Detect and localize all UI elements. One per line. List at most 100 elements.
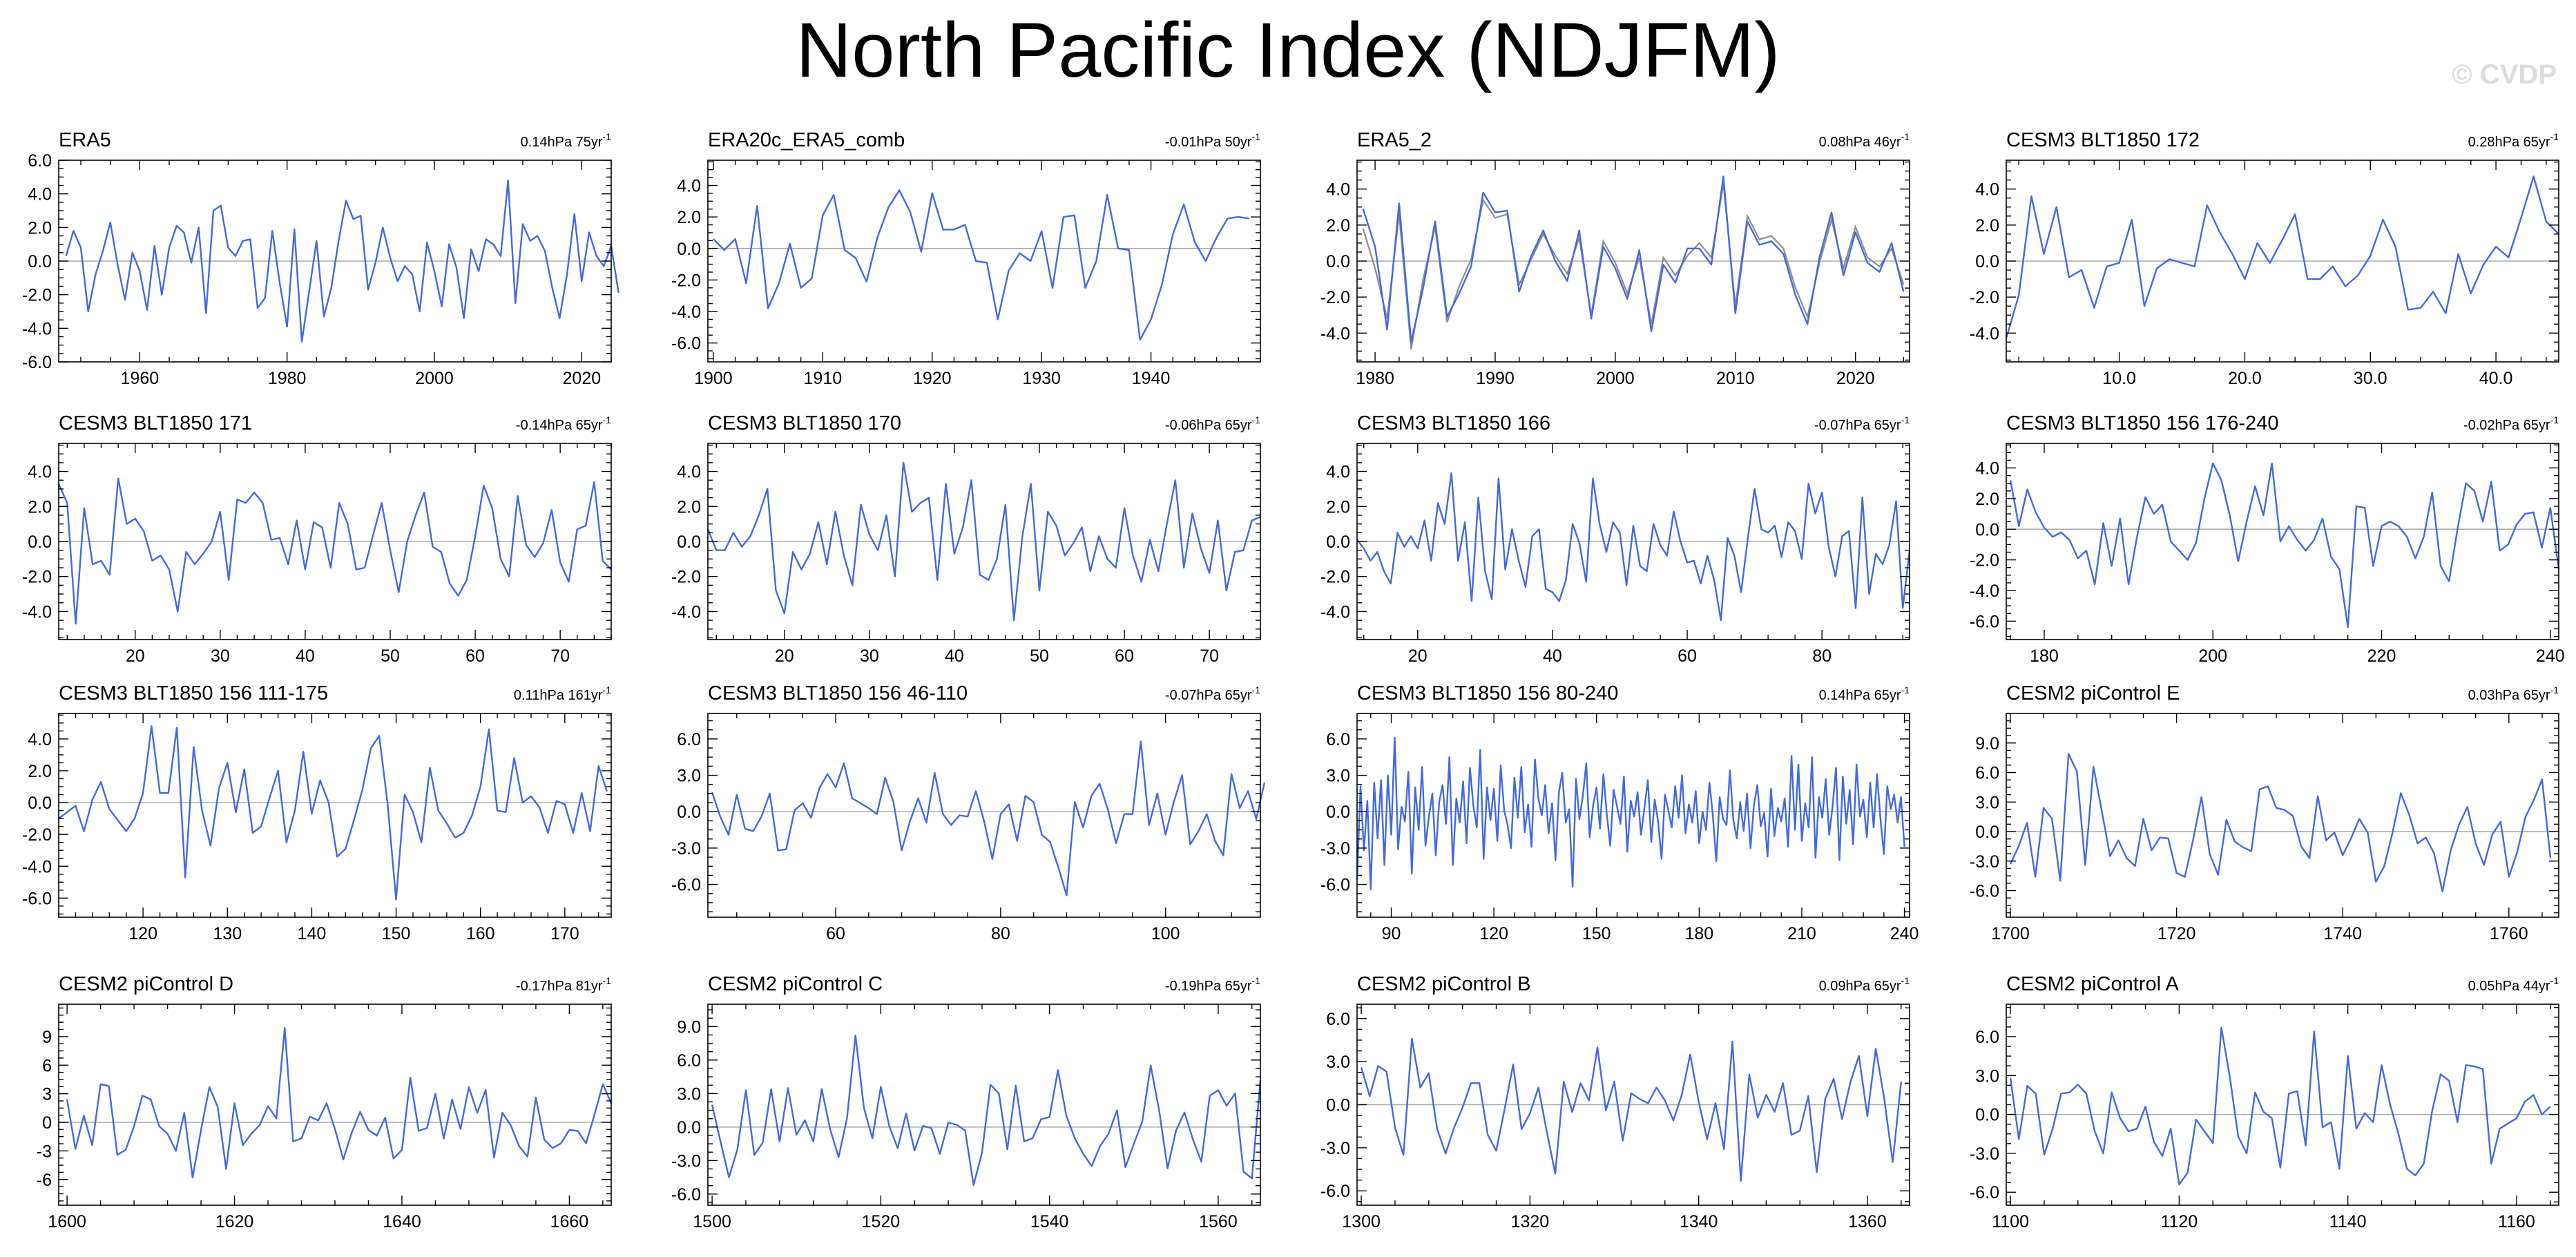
x-tick-label: 1930 [1022, 369, 1061, 388]
panel-9: -6.0 -4.0 -2.0 0.0 2.0 4.0 120 130 140 150 160 170 C… [22, 682, 612, 943]
y-tick-label: -3.0 [1970, 1144, 1999, 1164]
y-tick-label: 0.0 [28, 794, 52, 813]
x-tick-label: 1120 [2160, 1212, 2198, 1231]
panel-13: -6 -3 0 3 6 9 1600 1620 1640 1660 CESM2 piControl … [37, 973, 613, 1231]
y-tick-label: 2.0 [1975, 216, 1999, 236]
x-tick-label: 60 [1678, 646, 1697, 666]
y-tick-label: -2.0 [671, 568, 701, 587]
trend-superscript: -1 [603, 684, 612, 695]
series-line [2009, 1026, 2551, 1186]
x-tick-label: 1700 [1991, 924, 2030, 943]
panel-5: -4.0 -2.0 0.0 2.0 4.0 20 30 40 50 60 70 CESM3 BLT18… [22, 412, 612, 666]
y-tick-label: -4.0 [671, 303, 701, 322]
y-tick-label: -2.0 [671, 271, 701, 290]
x-tick-label: 10.0 [2102, 369, 2136, 388]
panel-title: CESM3 BLT1850 166 [1357, 412, 1550, 434]
overlay-series-line [1362, 183, 1905, 349]
series-line [2009, 462, 2560, 628]
x-tick-label: 1980 [1356, 369, 1394, 388]
plot-frame [1356, 713, 1910, 918]
series-line [57, 477, 612, 625]
y-tick-label: -3.0 [1320, 1139, 1350, 1158]
x-tick-label: 240 [2536, 646, 2565, 666]
y-tick-label: 3.0 [1975, 793, 1999, 812]
panel-4: -4.0 -2.0 0.0 2.0 4.0 10.0 20.0 30.0 40.0 CESM3 B… [1970, 129, 2559, 388]
y-tick-label: 2.0 [1326, 216, 1350, 236]
series-line [711, 740, 1266, 896]
y-tick-label: -6.0 [671, 334, 701, 354]
panel-6: -4.0 -2.0 0.0 2.0 4.0 20 30 40 50 60 70 CESM3 BLT18… [671, 412, 1261, 666]
panel-title: CESM2 piControl E [2006, 682, 2180, 704]
plot-frame [707, 713, 1261, 918]
x-tick-label: 60 [1115, 646, 1134, 666]
x-tick-label: 60 [465, 646, 485, 666]
plot-frame [707, 1004, 1261, 1206]
y-tick-label: 2.0 [677, 208, 701, 227]
y-tick-label: 2.0 [28, 218, 52, 238]
x-tick-label: 1340 [1680, 1212, 1718, 1231]
x-tick-label: 70 [1200, 646, 1219, 666]
y-tick-label: 0.0 [1326, 532, 1350, 552]
y-tick-label: 4.0 [28, 185, 52, 204]
x-tick-label: 20.0 [2228, 369, 2262, 388]
x-tick-label: 20 [775, 646, 794, 666]
trend-superscript: -1 [1901, 975, 1910, 986]
trend-superscript: -1 [1901, 684, 1910, 695]
series-line [1360, 1037, 1902, 1182]
x-tick-label: 90 [1382, 924, 1401, 943]
panel-title: ERA20c_ERA5_comb [708, 129, 905, 151]
trend-label: 0.28hPa 65yr-1 [2468, 131, 2559, 150]
x-tick-label: 1520 [862, 1212, 901, 1231]
watermark: © CVDP [2452, 59, 2557, 90]
y-tick-label: 0.0 [677, 803, 701, 822]
panel-1: -6.0 -4.0 -2.0 0.0 2.0 4.0 6.0 1960 1980 2000 2020… [22, 129, 619, 388]
trend-superscript: -1 [1901, 414, 1910, 425]
panel-title: CESM2 piControl A [2006, 973, 2179, 995]
y-tick-label: -2.0 [1320, 568, 1350, 587]
y-tick-label: 4.0 [28, 730, 52, 749]
panel-7: -4.0 -2.0 0.0 2.0 4.0 20 40 60 80 CESM3 BLT1850 1… [1320, 412, 1911, 666]
y-tick-label: -3.0 [671, 839, 701, 858]
trend-superscript: -1 [1252, 975, 1261, 986]
series-line [1362, 175, 1905, 343]
plot-frame [2006, 713, 2559, 918]
x-tick-label: 1640 [383, 1212, 421, 1231]
series-line [711, 1035, 1262, 1187]
panel-10: -6.0 -3.0 0.0 3.0 6.0 60 80 100 CESM3 BLT1850 15… [671, 682, 1266, 943]
y-tick-label: 0.0 [677, 240, 701, 259]
x-tick-label: 20 [126, 646, 145, 666]
y-tick-label: 3.0 [1975, 1066, 1999, 1086]
panel-8: -6.0 -4.0 -2.0 0.0 2.0 4.0 180 200 220 240 CESM3 B… [1970, 412, 2565, 666]
panel-15: -6.0 -3.0 0.0 3.0 6.0 1300 1320 1340 1360 CESM2 p… [1320, 973, 1910, 1231]
y-tick-label: 0.0 [677, 532, 701, 552]
y-tick-label: -4.0 [22, 602, 52, 622]
y-tick-label: -3.0 [1970, 852, 1999, 872]
y-tick-label: 6.0 [1975, 764, 1999, 783]
y-tick-label: 4.0 [1975, 459, 1999, 479]
trend-label: -0.14hPa 65yr-1 [516, 414, 611, 433]
trend-label: 0.05hPa 44yr-1 [2468, 975, 2559, 994]
series-line [713, 189, 1250, 341]
panel-title: ERA5_2 [1357, 129, 1432, 151]
y-tick-label: -4.0 [1320, 602, 1350, 622]
y-tick-label: 6.0 [677, 1051, 701, 1071]
trend-superscript: -1 [1252, 684, 1261, 695]
x-tick-label: 50 [381, 646, 400, 666]
x-tick-label: 1500 [693, 1212, 731, 1231]
y-tick-label: 0.0 [1975, 1106, 1999, 1125]
y-tick-label: 6.0 [1326, 1010, 1350, 1029]
y-tick-label: -4.0 [22, 857, 52, 876]
y-tick-label: 6.0 [28, 151, 52, 171]
y-tick-label: 0.0 [1975, 520, 1999, 539]
y-tick-label: -6.0 [22, 889, 52, 908]
x-tick-label: 1990 [1476, 369, 1515, 388]
x-tick-label: 1100 [1992, 1212, 2029, 1231]
x-tick-label: 150 [382, 924, 411, 943]
y-tick-label: 3.0 [1326, 767, 1350, 786]
x-tick-label: 180 [2030, 646, 2059, 666]
panel-11: -6.0 -3.0 0.0 3.0 6.0 90 120 150 180 210 240 CESM3 … [1320, 682, 1919, 943]
panel-title: ERA5 [59, 129, 111, 151]
x-tick-label: 1920 [913, 369, 952, 388]
y-tick-label: -6.0 [1970, 612, 1999, 631]
x-tick-label: 1600 [48, 1212, 86, 1231]
